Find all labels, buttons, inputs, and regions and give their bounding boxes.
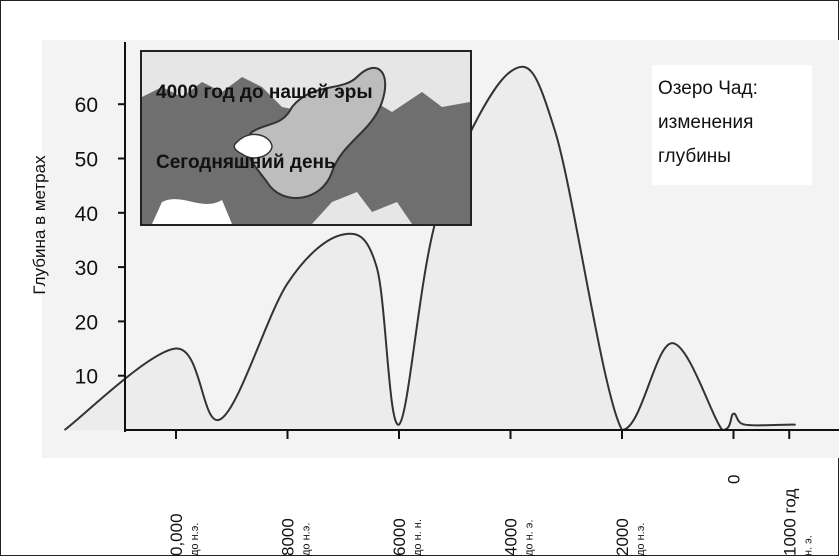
title-line-3: глубины	[658, 146, 731, 167]
y-tick-label: 60	[75, 94, 98, 117]
depth-line	[63, 65, 796, 432]
lake-map-inset: 4000 год до нашей эры Сегодняшний день	[140, 50, 472, 226]
y-tick-label: 30	[75, 257, 98, 280]
x-tick-label: 0,000	[167, 513, 186, 556]
x-tick-label: 2000	[613, 518, 632, 556]
x-tick-sublabel: до н. н.	[412, 519, 424, 556]
x-tick-sublabel: до н.э.	[635, 523, 647, 556]
x-tick-sublabel: до н. э.	[524, 520, 536, 556]
x-tick-label: 4000	[502, 518, 521, 556]
title-box	[652, 65, 812, 185]
x-tick-sublabel: до н.э.	[301, 523, 313, 556]
y-tick-label: 50	[75, 149, 98, 172]
x-tick-sublabel: до н.э.	[189, 523, 201, 556]
x-tick-label: 0	[725, 475, 744, 484]
lake-map-image	[142, 52, 470, 224]
x-tick-sublabel: н. э.	[802, 535, 814, 556]
y-tick-label: 10	[75, 366, 98, 389]
y-tick-label: 20	[75, 311, 98, 334]
x-tick-label: 8000	[279, 518, 298, 556]
title-line-2: изменения	[658, 112, 754, 133]
x-tick-label: 6000	[390, 518, 409, 556]
map-label-today: Сегодняшний день	[156, 152, 336, 173]
x-tick-label: 1000 год	[780, 489, 799, 556]
map-label-4000bc: 4000 год до нашей эры	[156, 82, 373, 103]
y-tick-label: 40	[75, 203, 98, 226]
title-line-1: Озеро Чад:	[658, 78, 758, 99]
